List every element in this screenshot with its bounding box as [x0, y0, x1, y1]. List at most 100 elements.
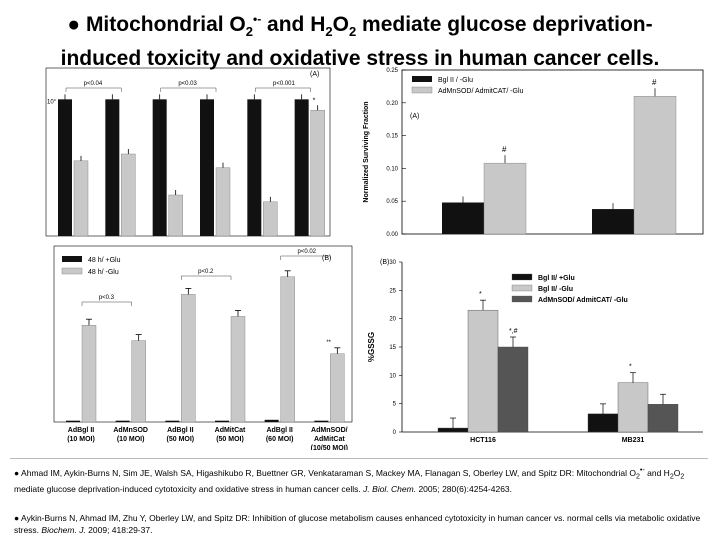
page-title: ● Mitochondrial O2•- and H2O2 mediate gl… [60, 12, 660, 71]
p-value-label: p<0.04 [84, 81, 103, 87]
y-tick-label: 10° [47, 99, 57, 105]
p-value-label: p<0.02 [298, 249, 317, 255]
x-tick-label: AdMnSOD [113, 427, 148, 434]
bar-gray [121, 153, 136, 237]
bar-black [66, 420, 80, 422]
bar [437, 427, 469, 433]
significance-bracket [65, 87, 122, 92]
y-tick-label: 0.05 [386, 199, 398, 205]
bar-black [152, 99, 167, 236]
title-line2: induced toxicity and oxidative stress in… [60, 47, 660, 71]
x-tick-label: AdMnSOD/ [311, 427, 348, 434]
y-tick-label: 10 [389, 373, 396, 379]
significance-star: ** [326, 340, 331, 346]
significance-bracket [280, 255, 331, 260]
y-tick-label: 20 [389, 317, 396, 323]
legend-swatch-bgl [412, 76, 432, 82]
bar-gray [181, 294, 196, 423]
legend-label: 48 h/ -Glu [88, 269, 119, 276]
bar-black [247, 99, 262, 236]
bar-black [215, 420, 229, 422]
bar [587, 413, 619, 433]
plot-frame [53, 245, 353, 423]
bar-black [58, 99, 72, 236]
x-tick-label: (50 MOI) [216, 436, 244, 443]
reference-2: ● Aykin-Burns N, Ahmad IM, Zhu Y, Oberle… [14, 513, 701, 535]
panel-label: (A) [410, 113, 419, 120]
plot-frame [45, 67, 331, 237]
bar-gray [310, 110, 325, 237]
bar-gray [81, 324, 97, 423]
figure-bottom-right: 0 5 10 15 20 25 30 %GSSG (B) Bgl II/ +Glu Bgl II/ … [367, 259, 703, 444]
bar-gray [73, 160, 89, 237]
legend-swatch [511, 295, 533, 303]
bar [497, 346, 529, 433]
significance-star: * [313, 97, 316, 104]
divider [10, 458, 708, 459]
y-tick-label: 0.25 [386, 68, 398, 74]
y-tick-label: 15 [389, 345, 396, 351]
legend-swatch [511, 273, 533, 281]
legend-label: Bgl II / -Glu [438, 77, 473, 84]
y-tick-label: 0.10 [386, 166, 398, 172]
bar-gray [215, 167, 231, 237]
panel-label: (B) [380, 259, 389, 266]
bar [467, 309, 499, 433]
bar-gray [168, 194, 183, 237]
x-tick-label: (50 MOI) [167, 436, 195, 443]
p-value-label: p<0.3 [99, 295, 115, 301]
x-tick-label: (60 MOI) [266, 436, 294, 443]
legend-label: AdMnSOD/ AdmitCAT/ -Glu [438, 88, 524, 95]
legend-swatch-plus-glu [62, 256, 82, 262]
bar-black [592, 209, 634, 234]
significance-mark: *,# [509, 328, 518, 335]
plot-frame [401, 69, 704, 235]
p-value-label: p<0.03 [178, 81, 197, 87]
bar-black [314, 420, 329, 422]
significance-mark: * [629, 364, 632, 371]
legend-label: Bgl II/ +Glu [538, 275, 575, 282]
bar [617, 382, 649, 433]
bar-gray [263, 201, 278, 237]
significance-mark: # [502, 145, 507, 154]
y-tick-label: 25 [389, 288, 396, 294]
y-tick-label: 0.20 [386, 101, 398, 107]
legend-swatch [511, 284, 533, 292]
y-tick-label: 0.15 [386, 134, 398, 140]
y-axis-label: Normalized Surviving Fraction [363, 101, 370, 202]
x-tick-label: HCT116 [470, 437, 496, 444]
bar-black [200, 99, 214, 236]
legend-label: 48 h/ +Glu [88, 257, 121, 264]
y-tick-label: 0.00 [386, 232, 398, 238]
significance-mark: # [652, 78, 657, 87]
bar-gray [131, 340, 146, 423]
bar-black [442, 202, 484, 234]
panel-label: (A) [310, 71, 319, 78]
bar [647, 404, 679, 433]
bar-gray [230, 316, 246, 423]
significance-bracket [255, 87, 311, 92]
x-tick-label: (10 MOI) [117, 436, 145, 443]
x-tick-label: AdBgl II [266, 427, 292, 434]
x-tick-label: AdMitCat [314, 436, 345, 443]
bar-gray [483, 162, 527, 235]
significance-bracket [81, 301, 132, 306]
title-bullet: ● [67, 13, 81, 36]
legend-swatch-minus-glu [61, 267, 83, 275]
x-tick-label: MB231 [622, 437, 645, 444]
figure-top-left: 10° (A) p<0.04 p<0.03 p<0.001 * [45, 67, 331, 237]
y-axis-label: %GSSG [367, 332, 376, 362]
x-tick-label: AdMitCat [215, 427, 246, 434]
bar-gray [633, 96, 677, 235]
figure-bottom-left: (B) 48 h/ +Glu 48 h/ -Glu AdBgl II (10 MOI) A… [53, 245, 353, 450]
bar-black [165, 420, 180, 422]
legend-label: Bgl II/ -Glu [538, 286, 573, 293]
bar-black [294, 99, 309, 236]
legend-swatch-sod [411, 86, 433, 94]
y-tick-label: 5 [393, 402, 397, 408]
bar-black [115, 420, 130, 422]
x-tick-label: AdBgl II [68, 427, 94, 434]
significance-bracket [160, 87, 217, 92]
bar-gray [280, 276, 295, 423]
p-value-label: p<0.2 [198, 269, 214, 275]
